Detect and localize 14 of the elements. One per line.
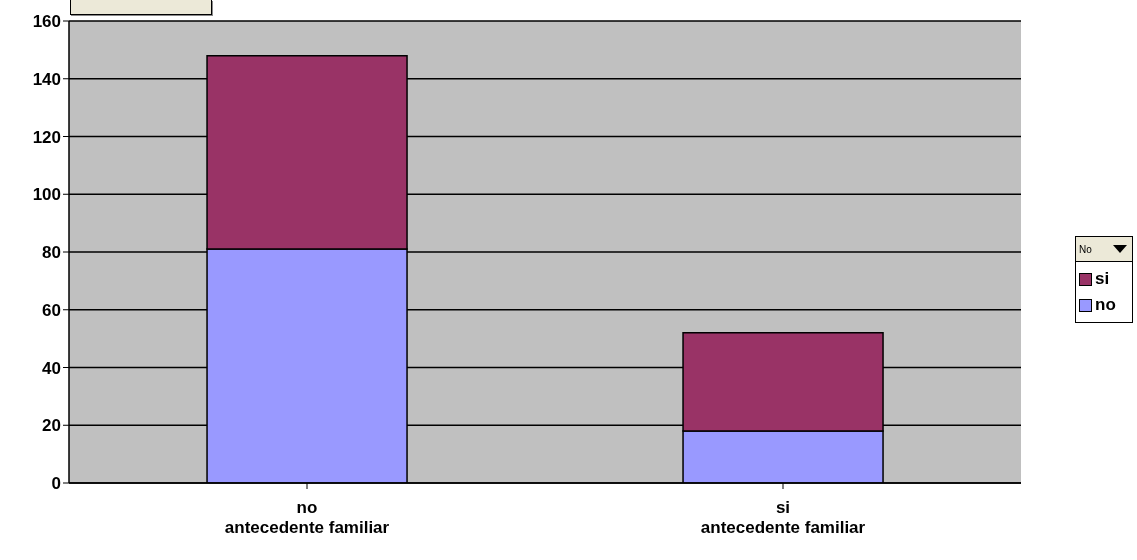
legend-title: No [1079, 243, 1092, 255]
x-tick-label: no antecedente familiar [224, 498, 390, 537]
y-tick-label: 80 [42, 243, 61, 263]
y-tick-label: 60 [42, 300, 61, 320]
y-tick-label: 0 [51, 474, 61, 494]
x-tick-label: si antecedente familiar [700, 498, 866, 537]
legend-label: no [1095, 295, 1116, 315]
y-tick-label: 40 [42, 358, 61, 378]
y-tick-label: 100 [32, 185, 61, 205]
legend-label: si [1095, 269, 1110, 289]
y-tick-label: 160 [32, 12, 61, 32]
y-tick-label: 120 [32, 127, 61, 147]
y-tick-label: 20 [42, 416, 61, 436]
y-tick-label: 140 [32, 69, 61, 89]
